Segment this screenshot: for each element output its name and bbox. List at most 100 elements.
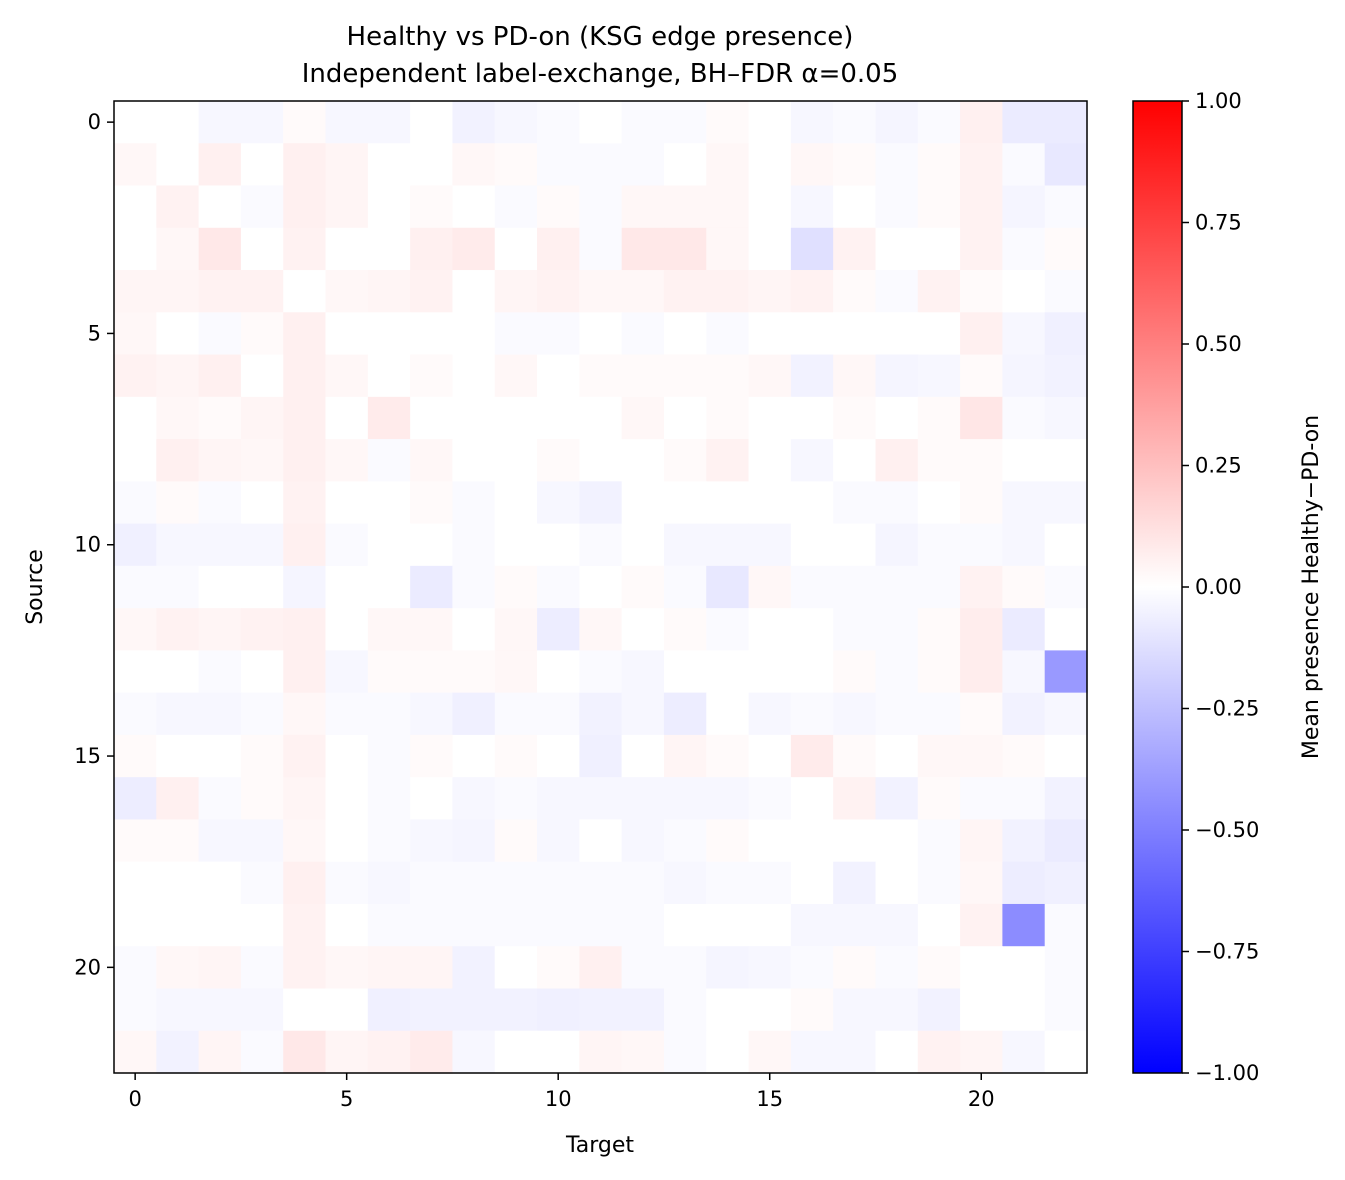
heatmap-cell [1044, 523, 1088, 567]
heatmap-cell [410, 903, 454, 947]
heatmap-cell [410, 565, 454, 609]
heatmap-cell [114, 608, 157, 651]
heatmap-cell [537, 692, 580, 736]
x-tick-label: 0 [128, 1087, 141, 1111]
heatmap-cell [579, 439, 623, 482]
heatmap-cell [875, 903, 919, 947]
heatmap-cell [833, 861, 877, 905]
heatmap-cell [410, 946, 454, 990]
heatmap-cell [917, 565, 961, 609]
heatmap-cell [1002, 439, 1046, 482]
heatmap-cell [494, 819, 538, 863]
heatmap-cell [198, 903, 242, 947]
heatmap-cell [1044, 777, 1088, 821]
heatmap-cell [410, 523, 454, 567]
heatmap-cell [367, 650, 411, 694]
heatmap-cell [367, 439, 411, 482]
heatmap-cell [494, 608, 538, 651]
heatmap-cell [494, 565, 538, 609]
heatmap-cell [367, 988, 411, 1032]
heatmap-cell [114, 988, 157, 1032]
heatmap-cell [537, 565, 580, 609]
heatmap-cell [325, 608, 369, 651]
heatmap-cell [367, 777, 411, 821]
heatmap-cell [452, 819, 496, 863]
heatmap-cell [1044, 734, 1088, 778]
heatmap-cell [367, 185, 411, 229]
heatmap-cell [663, 101, 707, 144]
heatmap-cell [1002, 143, 1046, 187]
heatmap-cell [452, 227, 496, 271]
heatmap-cell [790, 650, 834, 694]
heatmap-cell [1002, 1030, 1046, 1074]
heatmap-cell [875, 481, 919, 525]
heatmap-cell [917, 988, 961, 1032]
heatmap-cell [410, 777, 454, 821]
heatmap-cell [114, 734, 157, 778]
colorbar-tick-label: 0.75 [1195, 211, 1242, 235]
heatmap-cell [494, 903, 538, 947]
heatmap-cell [875, 650, 919, 694]
heatmap-cell [367, 101, 411, 144]
heatmap-cell [621, 143, 665, 187]
heatmap-cell [579, 650, 623, 694]
heatmap-cell [960, 143, 1003, 187]
heatmap-cell [790, 861, 834, 905]
heatmap-cell [114, 1030, 157, 1074]
heatmap-cell [1044, 565, 1088, 609]
heatmap-cell [1044, 650, 1088, 694]
heatmap-cell [621, 946, 665, 990]
y-tick-label: 0 [88, 110, 101, 134]
heatmap-cell [1002, 903, 1046, 947]
heatmap-cell [325, 777, 369, 821]
heatmap-cell [790, 734, 834, 778]
heatmap-cell [452, 777, 496, 821]
heatmap-cell [367, 819, 411, 863]
heatmap-cell [283, 903, 327, 947]
heatmap-cell [367, 312, 411, 356]
heatmap-cell [1002, 101, 1046, 144]
heatmap-cell [790, 608, 834, 651]
heatmap-cell [833, 650, 877, 694]
heatmap-cell [156, 650, 200, 694]
heatmap-cell [240, 903, 284, 947]
heatmap-cell [706, 988, 750, 1032]
heatmap-cell [833, 101, 877, 144]
heatmap-cell [790, 988, 834, 1032]
heatmap-cell [748, 819, 792, 863]
heatmap-cell [283, 312, 327, 356]
heatmap-cell [1002, 312, 1046, 356]
heatmap-cell [494, 988, 538, 1032]
heatmap-cell [452, 143, 496, 187]
heatmap-cell [494, 734, 538, 778]
heatmap-cell [283, 1030, 327, 1074]
heatmap-cell [283, 523, 327, 567]
heatmap-cell [452, 523, 496, 567]
heatmap-cell [663, 227, 707, 271]
heatmap-cell [748, 903, 792, 947]
heatmap-cell [240, 312, 284, 356]
heatmap-cell [156, 819, 200, 863]
heatmap-cell [917, 481, 961, 525]
heatmap-cell [367, 1030, 411, 1074]
heatmap-cell [283, 650, 327, 694]
heatmap-cell [537, 819, 580, 863]
heatmap-cell [833, 988, 877, 1032]
colorbar-tick-label: −0.50 [1195, 818, 1259, 842]
heatmap-cell [917, 819, 961, 863]
heatmap-cell [663, 312, 707, 356]
heatmap-cell [706, 819, 750, 863]
heatmap-cell [325, 734, 369, 778]
heatmap-cell [452, 185, 496, 229]
heatmap-cell [1002, 734, 1046, 778]
heatmap-cell [452, 312, 496, 356]
heatmap-cell [325, 692, 369, 736]
heatmap-cell [240, 354, 284, 398]
heatmap-cell [198, 523, 242, 567]
heatmap-cell [917, 777, 961, 821]
heatmap-cell [537, 439, 580, 482]
heatmap-cell [283, 354, 327, 398]
heatmap-cell [833, 227, 877, 271]
heatmap-cell [875, 1030, 919, 1074]
heatmap-cell [1002, 608, 1046, 651]
